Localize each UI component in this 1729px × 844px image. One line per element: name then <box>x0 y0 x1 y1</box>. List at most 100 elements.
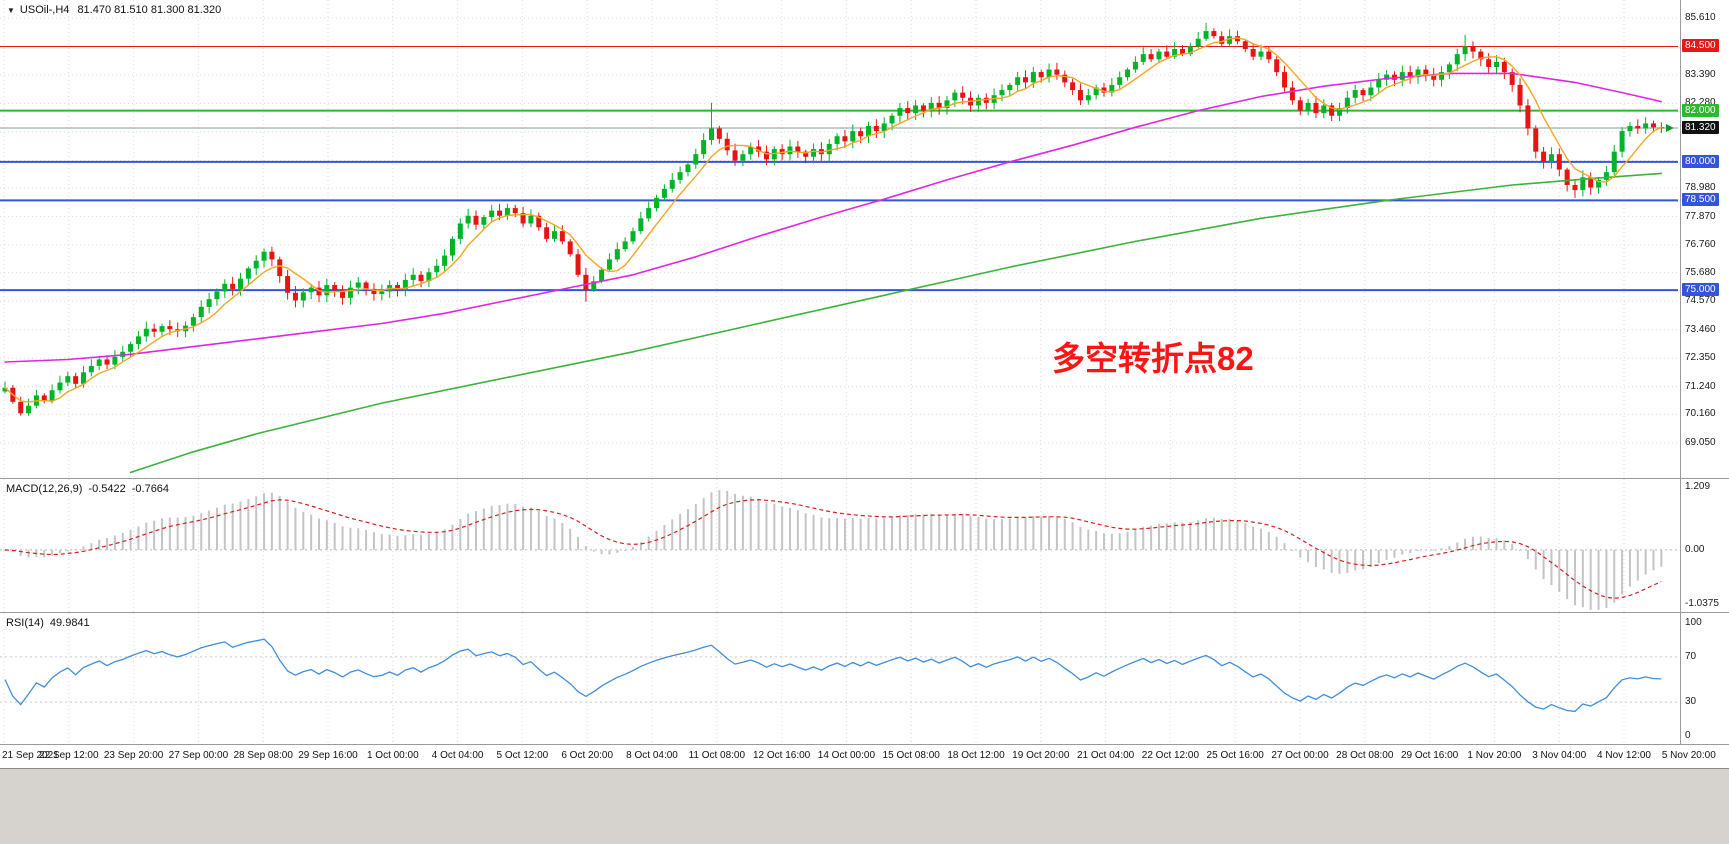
symbol-info[interactable]: ▼ USOil-,H4 81.470 81.510 81.300 81.320 <box>7 4 221 16</box>
candle <box>1054 62 1060 80</box>
macd-panel: MACD(12,26,9) -0.5422 -0.7664 1.209 0.00 -1.… <box>0 478 1729 612</box>
time-axis-label: 6 Oct 20:00 <box>561 750 614 761</box>
price-tick: 77.870 <box>1685 210 1716 222</box>
time-axis-label: 29 Sep 16:00 <box>298 750 358 761</box>
price-chart-canvas[interactable] <box>0 0 1680 478</box>
candle <box>1282 65 1288 92</box>
candle <box>740 150 746 166</box>
candle <box>1046 63 1052 83</box>
candle <box>709 102 714 145</box>
macd-canvas[interactable] <box>0 479 1680 612</box>
candle <box>552 224 557 242</box>
candle <box>1030 66 1036 88</box>
candle <box>308 283 314 300</box>
candle <box>528 209 534 228</box>
candle <box>1109 78 1115 97</box>
rsi-axis[interactable]: 100 70 30 0 <box>1680 613 1729 744</box>
candle <box>748 142 754 160</box>
candle <box>442 249 448 272</box>
candle <box>1368 81 1374 102</box>
annotation-text[interactable]: 多空转折点82 <box>1052 340 1254 377</box>
candle <box>630 227 636 245</box>
candle <box>198 300 204 324</box>
candle <box>1376 72 1382 94</box>
candle <box>1289 80 1295 105</box>
candle <box>693 148 699 169</box>
candle <box>18 396 24 416</box>
macd-label: MACD(12,26,9) -0.5422 -0.7664 <box>6 483 175 495</box>
candle <box>457 218 463 245</box>
candle <box>1007 82 1013 97</box>
price-tick: 85.610 <box>1685 11 1716 23</box>
candle <box>410 268 416 286</box>
time-axis[interactable]: 21 Sep 2021 22 Sep 12:00 23 Sep 20:00 27 Se… <box>0 744 1729 768</box>
candle <box>1203 22 1209 41</box>
candle <box>920 103 926 118</box>
candle <box>300 288 306 308</box>
candle <box>1596 177 1602 194</box>
candle <box>811 143 817 164</box>
candle <box>402 273 408 297</box>
candle <box>159 323 165 338</box>
rsi-label: RSI(14) 49.9841 <box>6 617 96 629</box>
macd-value-signal: -0.7664 <box>131 483 170 495</box>
window-footer <box>0 768 1729 844</box>
candle <box>897 102 903 123</box>
price-axis[interactable]: 85.610 83.390 82.280 78.980 77.870 76.760 75.6… <box>1680 0 1729 478</box>
time-axis-label: 1 Nov 20:00 <box>1467 750 1522 761</box>
candle <box>1564 167 1570 192</box>
last-price-arrow <box>1666 124 1674 133</box>
candle <box>1242 39 1248 53</box>
candle <box>222 279 228 298</box>
candle <box>881 117 887 139</box>
candle <box>371 283 377 301</box>
candle <box>1580 170 1586 197</box>
macd-value-main: -0.5422 <box>88 483 126 495</box>
candle <box>347 280 353 305</box>
candle <box>850 124 856 149</box>
collapse-icon[interactable]: ▼ <box>7 6 15 15</box>
candle <box>536 212 542 231</box>
time-axis-label: 25 Oct 16:00 <box>1206 750 1264 761</box>
candle <box>1187 42 1193 56</box>
candle <box>49 384 55 404</box>
candle <box>112 350 118 370</box>
candle <box>143 321 149 342</box>
candle <box>614 242 620 262</box>
time-axis-label: 8 Oct 04:00 <box>626 750 678 761</box>
candle <box>489 204 495 222</box>
rsi-panel: RSI(14) 49.9841 100 70 30 0 <box>0 612 1729 744</box>
ohlc-values: 81.470 81.510 81.300 81.320 <box>77 4 222 16</box>
candle <box>41 393 47 404</box>
candle <box>1360 87 1366 102</box>
rsi-canvas[interactable] <box>0 613 1680 744</box>
time-axis-label: 5 Oct 12:00 <box>496 750 549 761</box>
time-axis-label: 21 Oct 04:00 <box>1076 750 1135 761</box>
candle <box>873 119 879 139</box>
rsi-name: RSI(14) <box>6 617 44 629</box>
price-level-label: 84.500 <box>1682 39 1719 53</box>
candle <box>1085 88 1091 105</box>
candle <box>559 225 565 245</box>
time-axis-label: 14 Oct 00:00 <box>817 750 876 761</box>
price-tick: 71.240 <box>1685 380 1716 392</box>
candle <box>928 97 934 118</box>
price-tick: 75.680 <box>1685 266 1716 278</box>
candle <box>449 236 455 261</box>
candle <box>787 139 793 161</box>
time-axis-label: 11 Oct 08:00 <box>688 750 746 761</box>
candle <box>230 276 236 296</box>
candle <box>567 239 573 257</box>
candle <box>1117 71 1123 89</box>
time-axis-label: 21 Sep 2021 <box>2 750 59 761</box>
candle <box>606 253 612 272</box>
macd-axis[interactable]: 1.209 0.00 -1.0375 <box>1680 479 1729 612</box>
candle <box>88 359 94 377</box>
candle <box>1525 99 1531 136</box>
price-tick: 76.760 <box>1685 239 1716 251</box>
candle <box>1023 70 1028 89</box>
candle <box>944 95 950 115</box>
candle <box>1446 62 1452 79</box>
candle <box>1439 66 1445 87</box>
